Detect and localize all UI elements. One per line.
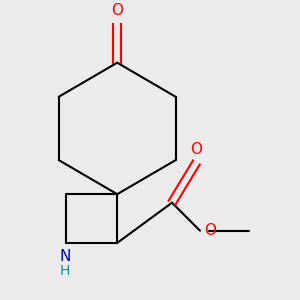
Text: O: O (204, 223, 216, 238)
Text: O: O (111, 3, 123, 18)
Text: H: H (60, 263, 70, 278)
Text: O: O (190, 142, 202, 157)
Text: N: N (59, 250, 71, 265)
